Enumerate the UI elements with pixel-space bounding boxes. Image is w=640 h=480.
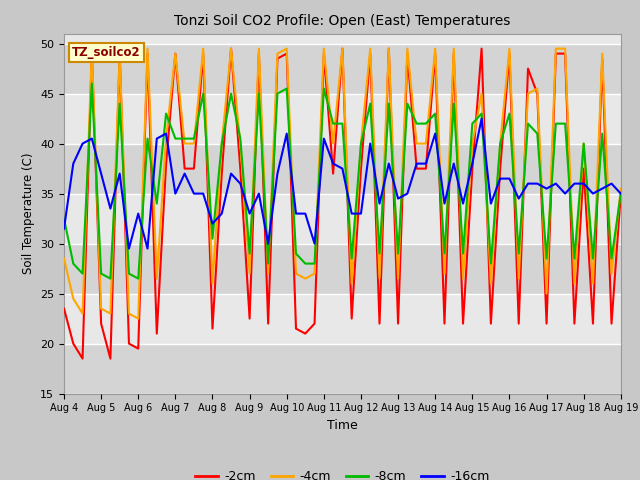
Bar [64,294,621,344]
Bar [64,193,621,243]
Bar [64,144,621,193]
Bar [64,344,621,394]
Text: TZ_soilco2: TZ_soilco2 [72,46,141,59]
Bar [64,44,621,94]
Bar [64,243,621,294]
Title: Tonzi Soil CO2 Profile: Open (East) Temperatures: Tonzi Soil CO2 Profile: Open (East) Temp… [174,14,511,28]
X-axis label: Time: Time [327,419,358,432]
Y-axis label: Soil Temperature (C): Soil Temperature (C) [22,153,35,275]
Legend: -2cm, -4cm, -8cm, -16cm: -2cm, -4cm, -8cm, -16cm [191,465,494,480]
Bar [64,94,621,144]
